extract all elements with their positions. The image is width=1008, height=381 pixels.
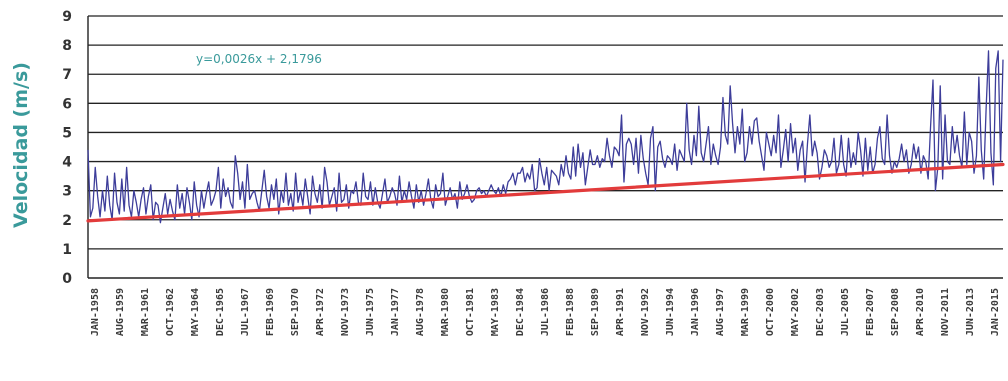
x-tick-label: JUN-1975 (365, 288, 376, 336)
x-tick-label: OCT-2000 (765, 288, 776, 336)
x-tick-label: JUL-2005 (840, 288, 851, 336)
y-axis-label: Velocidad (m/s) (10, 62, 32, 228)
x-tick-label: JAN-1977 (390, 288, 401, 336)
x-tick-label: FEB-1969 (265, 288, 276, 336)
x-tick-label: JAN-1996 (690, 288, 701, 336)
x-tick-label: NOV-2011 (940, 288, 951, 336)
x-tick-label: SEP-1989 (590, 288, 601, 336)
x-tick-label: AUG-1959 (115, 288, 126, 336)
y-axis-ticks: 0 1 2 3 4 5 6 7 8 9 (62, 9, 72, 287)
trendline-equation-label: y=0,0026x + 2,1796 (196, 52, 322, 66)
x-tick-label: MAR-1961 (140, 288, 151, 336)
series-line-0 (87, 50, 1004, 224)
y-tick-label: 7 (62, 67, 72, 83)
x-tick-label: JUN-2013 (965, 288, 976, 336)
x-tick-label: JUN-1994 (665, 288, 676, 336)
x-tick-label: MAR-1999 (740, 288, 751, 336)
x-tick-label: FEB-1988 (565, 288, 576, 336)
x-tick-label: APR-1991 (615, 288, 626, 336)
x-tick-label: SEP-1970 (290, 288, 301, 336)
x-tick-label: JAN-1958 (90, 288, 101, 336)
x-axis-ticks: JAN-1958 AUG-1959 MAR-1961 OCT-1962 MAY-1964… (90, 288, 1001, 336)
trendline (86, 162, 1005, 223)
x-tick-label: JAN-2015 (990, 288, 1001, 336)
y-tick-label: 9 (62, 9, 72, 25)
y-tick-label: 2 (62, 213, 72, 229)
x-tick-label: MAY-2002 (790, 288, 801, 336)
trendline-layer (86, 162, 1005, 223)
x-tick-label: APR-1972 (315, 288, 326, 336)
x-tick-label: SEP-2008 (890, 288, 901, 336)
x-tick-label: MAR-1980 (440, 288, 451, 336)
y-tick-label: 1 (62, 242, 72, 258)
y-tick-label: 6 (62, 96, 72, 112)
x-tick-label: NOV-1973 (340, 288, 351, 336)
x-tick-label: OCT-1981 (465, 288, 476, 336)
x-tick-label: AUG-1978 (415, 288, 426, 336)
x-tick-label: DEC-1984 (515, 288, 526, 336)
x-tick-label: MAY-1983 (490, 288, 501, 336)
y-tick-label: 3 (62, 184, 72, 200)
x-tick-label: JUL-1967 (240, 288, 251, 336)
x-tick-label: JUL-1986 (540, 288, 551, 336)
x-tick-label: DEC-1965 (215, 288, 226, 336)
y-tick-label: 5 (62, 125, 72, 141)
series-layer (87, 50, 1004, 224)
y-tick-label: 8 (62, 38, 72, 54)
x-tick-label: MAY-1964 (190, 288, 201, 336)
y-tick-label: 0 (62, 271, 72, 287)
x-tick-label: AUG-1997 (715, 288, 726, 336)
x-tick-label: APR-2010 (915, 288, 926, 336)
x-tick-label: FEB-2007 (865, 288, 876, 336)
gridlines (87, 15, 1003, 279)
x-tick-label: DEC-2003 (815, 288, 826, 336)
x-tick-label: NOV-1992 (640, 288, 651, 336)
x-tick-label: OCT-1962 (165, 288, 176, 336)
y-tick-label: 4 (62, 155, 72, 171)
